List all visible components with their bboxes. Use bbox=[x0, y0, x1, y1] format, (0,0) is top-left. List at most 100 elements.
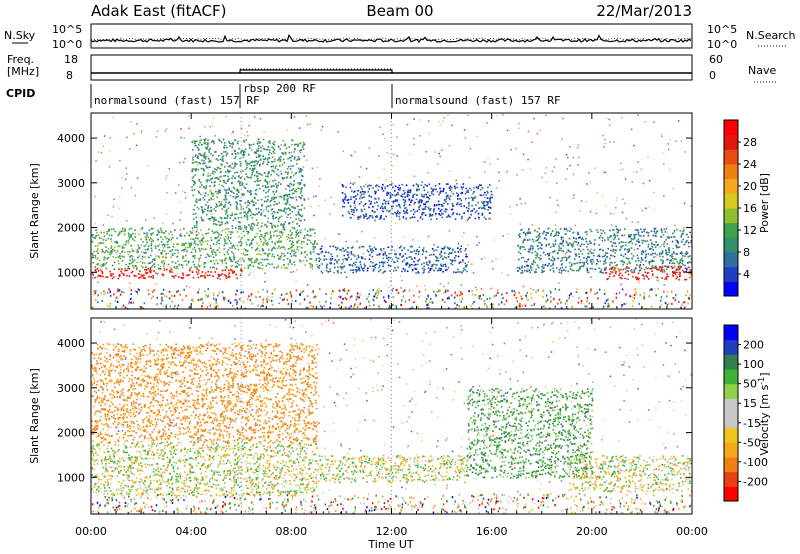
scatter-cell bbox=[524, 248, 526, 251]
scatter-cell bbox=[632, 238, 635, 241]
scatter-cell bbox=[285, 188, 287, 190]
scatter-cell bbox=[224, 166, 226, 168]
scatter-cell bbox=[148, 293, 150, 296]
scatter-cell bbox=[449, 198, 451, 201]
scatter-cell bbox=[231, 269, 233, 272]
scatter-cell bbox=[198, 148, 200, 151]
scatter-cell bbox=[342, 266, 345, 268]
scatter-cell bbox=[245, 241, 247, 244]
scatter-cell bbox=[563, 269, 565, 271]
scatter-cell bbox=[267, 185, 270, 188]
scatter-cell bbox=[448, 253, 450, 255]
scatter-cell bbox=[124, 227, 126, 230]
scatter-cell bbox=[215, 254, 217, 256]
scatter-cell bbox=[615, 265, 617, 267]
scatter-cell bbox=[357, 189, 359, 192]
scatter-cell bbox=[445, 257, 448, 259]
scatter-cell bbox=[257, 140, 260, 143]
scatter-cell bbox=[391, 258, 394, 261]
scatter-cell bbox=[600, 232, 603, 235]
scatter-cell bbox=[605, 258, 607, 260]
scatter-cell bbox=[303, 198, 306, 200]
scatter-cell bbox=[190, 266, 193, 269]
scatter-cell bbox=[681, 262, 683, 265]
scatter-cell bbox=[207, 240, 209, 242]
scatter-cell bbox=[626, 269, 628, 272]
scatter-cell bbox=[450, 189, 453, 191]
scatter-cell bbox=[214, 271, 216, 273]
scatter-cell bbox=[656, 279, 659, 281]
scatter-cell bbox=[217, 190, 220, 192]
scatter-cell bbox=[244, 226, 246, 229]
scatter-cell bbox=[230, 143, 233, 145]
scatter-cell bbox=[547, 232, 549, 234]
scatter-cell bbox=[536, 252, 539, 255]
scatter-cell bbox=[403, 202, 406, 204]
scatter-cell bbox=[113, 276, 115, 278]
scatter-cell bbox=[484, 302, 486, 305]
scatter-cell bbox=[379, 126, 381, 129]
scatter-cell bbox=[217, 273, 220, 276]
scatter-cell bbox=[400, 195, 403, 197]
scatter-cell bbox=[215, 206, 217, 208]
scatter-cell bbox=[280, 173, 283, 175]
scatter-cell bbox=[424, 256, 427, 259]
scatter-cell bbox=[536, 245, 539, 247]
scatter-cell bbox=[652, 267, 655, 269]
scatter-cell bbox=[277, 174, 280, 177]
scatter-cell bbox=[495, 294, 498, 297]
scatter-cell bbox=[276, 229, 278, 232]
scatter-cell bbox=[303, 143, 306, 146]
scatter-cell bbox=[94, 276, 96, 279]
scatter-cell bbox=[202, 210, 204, 212]
scatter-cell bbox=[435, 218, 438, 220]
scatter-cell bbox=[527, 130, 530, 133]
scatter-cell bbox=[406, 212, 409, 214]
scatter-cell bbox=[329, 302, 332, 305]
scatter-cell bbox=[587, 243, 589, 245]
scatter-cell bbox=[214, 231, 217, 234]
scatter-cell bbox=[409, 307, 411, 309]
scatter-cell bbox=[228, 188, 230, 191]
scatter-cell bbox=[385, 301, 387, 304]
scatter-cell bbox=[403, 204, 405, 207]
scatter-cell bbox=[106, 233, 109, 235]
scatter-cell bbox=[252, 203, 255, 206]
scatter-cell bbox=[249, 191, 251, 194]
scatter-cell bbox=[628, 260, 630, 263]
scatter-cell bbox=[317, 266, 319, 268]
scatter-cell bbox=[539, 254, 542, 257]
scatter-cell bbox=[413, 250, 416, 252]
scatter-cell bbox=[314, 246, 316, 249]
scatter-cell bbox=[166, 191, 168, 194]
scatter-cell bbox=[468, 205, 470, 207]
scatter-cell bbox=[398, 203, 400, 206]
scatter-cell bbox=[536, 132, 539, 135]
scatter-cell bbox=[176, 237, 178, 240]
scatter-cell bbox=[207, 270, 210, 273]
scatter-cell bbox=[213, 266, 216, 269]
scatter-cell bbox=[476, 244, 478, 246]
scatter-cell bbox=[442, 187, 445, 190]
scatter-cell bbox=[570, 292, 572, 295]
scatter-cell bbox=[628, 241, 631, 244]
scatter-cell bbox=[602, 249, 604, 252]
scatter-cell bbox=[229, 204, 232, 206]
scatter-cell bbox=[244, 187, 247, 189]
scatter-cell bbox=[394, 261, 396, 264]
scatter-cell bbox=[105, 250, 107, 252]
scatter-cell bbox=[279, 209, 281, 212]
scatter-cell bbox=[208, 218, 211, 220]
scatter-cell bbox=[293, 261, 296, 263]
scatter-cell bbox=[666, 243, 669, 245]
scatter-cell bbox=[292, 270, 295, 273]
scatter-cell bbox=[220, 175, 222, 178]
scatter-cell bbox=[240, 242, 243, 244]
scatter-cell bbox=[289, 168, 292, 170]
scatter-cell bbox=[299, 183, 301, 186]
scatter-cell bbox=[257, 138, 260, 140]
scatter-cell bbox=[266, 163, 269, 166]
scatter-cell bbox=[451, 213, 454, 216]
scatter-cell bbox=[428, 197, 431, 200]
scatter-cell bbox=[478, 241, 480, 244]
